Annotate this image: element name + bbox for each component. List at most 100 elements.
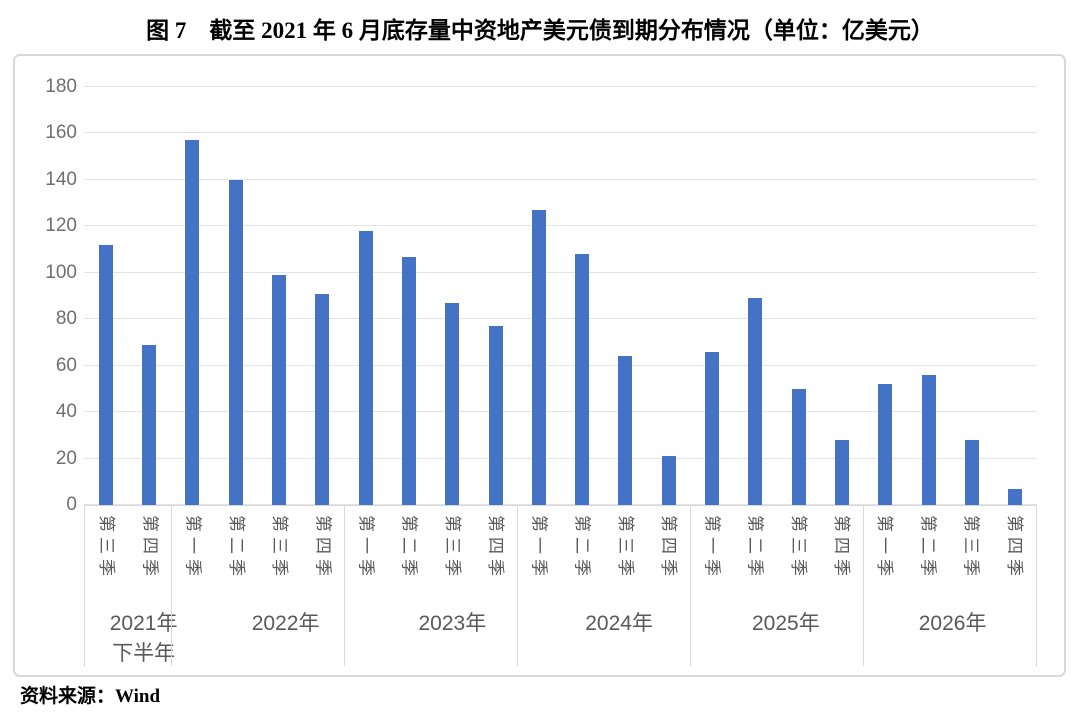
bar-group-2026年 [864,87,1037,505]
quarter-label: 第一季 [183,515,203,581]
quarter-slot: 第三季 [604,506,647,606]
bar-2025年-q4 [835,439,850,505]
quarter-label: 第一季 [702,515,722,581]
gridline-140 [84,178,1037,180]
y-axis-ticks: 0 20 40 60 80 100 120 140 160 180 [25,76,77,515]
bar-2024年-q4 [661,456,676,505]
year-label: 2024年 [585,609,653,639]
year-label: 2022年 [252,609,320,639]
quarter-label: 第一季 [875,515,895,581]
gridline-80 [84,318,1037,320]
quarter-label-row: 第三季 第四季 第一季 第二季 第三季 第四季 第一季 第二季 第三季 第四季 第一季 第二季 第三季第… [85,506,1036,606]
quarter-slot: 第一季 [171,506,214,606]
year-group-label-2024年: 2024年 [536,606,703,668]
bar-2025年-q1 [705,351,720,505]
bar-slot [690,87,733,505]
y-tick-label: 140 [45,168,77,190]
bar-slot [387,87,430,505]
quarter-slot: 第二季 [906,506,949,606]
gridline-180 [84,86,1037,87]
quarter-label: 第一季 [356,515,376,581]
quarter-label: 第二季 [399,515,419,581]
gridline-100 [84,271,1037,273]
year-label-line: 2024年 [585,612,653,635]
quarter-slot: 第三季 [85,506,128,606]
bar-slot [257,87,300,505]
year-label-line: 下半年 [112,642,176,665]
y-tick-label: 120 [45,215,77,237]
year-label-line: 2022年 [251,612,320,635]
bar-slot [907,87,950,505]
bar-2026年-q2 [921,374,936,505]
quarter-group-2025年: 第一季 第二季 第三季 第四季 [690,506,863,606]
quarter-slot: 第四季 [820,506,863,606]
quarter-label: 第三季 [615,515,635,581]
y-tick-label: 20 [55,447,77,469]
quarter-slot: 第四季 [993,506,1036,606]
bar-slot [864,87,907,505]
bar-2023年-q2 [401,256,416,505]
year-label-line: 2025年 [752,612,820,635]
quarter-label: 第四季 [1004,515,1024,581]
year-group-label-2021年: 2021年 下半年 [85,606,202,668]
bar-2025年-q3 [791,388,806,505]
bar-2026年-q1 [878,384,893,505]
year-label: 2025年 [752,609,820,639]
y-tick-label: 160 [45,122,77,144]
quarter-slot: 第一季 [690,506,733,606]
year-label: 2026年 [919,609,987,639]
quarter-group-2022年: 第一季 第二季 第三季 第四季 [171,506,344,606]
bar-2021年-q1 [98,244,113,505]
chart-area: 0 20 40 60 80 100 120 140 160 180 第三季 第四季 第一季 第二季 第三季… [13,54,1066,677]
quarter-group-2023年: 第一季 第二季 第三季 第四季 [344,506,517,606]
quarter-slot: 第三季 [431,506,474,606]
quarter-label: 第四季 [486,515,506,581]
year-group-label-2026年: 2026年 [869,606,1036,668]
plot-area [84,86,1037,505]
bar-slot [647,87,690,505]
quarter-group-2024年: 第一季 第二季 第三季 第四季 [517,506,690,606]
quarter-slot: 第四季 [647,506,690,606]
gridline-20 [84,457,1037,459]
quarter-label: 第二季 [745,515,765,581]
year-label: 2021年 下半年 [110,609,178,669]
quarter-slot: 第四季 [128,506,171,606]
quarter-label: 第四季 [140,515,160,581]
gridline-120 [84,225,1037,227]
bar-slot [344,87,387,505]
group-separator [517,506,519,666]
bar-series [84,87,1037,505]
quarter-label: 第三季 [442,515,462,581]
year-label-line: 2026年 [918,612,987,635]
group-separator [863,506,865,666]
bar-slot [734,87,777,505]
bar-slot [517,87,560,505]
group-separator [690,506,692,666]
gridline-40 [84,411,1037,413]
gridline-0 [84,504,1037,505]
bar-2022年-q1 [185,140,200,505]
quarter-label: 第二季 [572,515,592,581]
bar-slot [84,87,127,505]
bar-group-2025年 [690,87,863,505]
bar-2024年-q2 [575,254,590,505]
quarter-label: 第二季 [226,515,246,581]
y-tick-label: 60 [55,354,77,376]
bar-slot [301,87,344,505]
bar-group-2023年 [344,87,517,505]
quarter-label: 第三季 [788,515,808,581]
quarter-label: 第三季 [270,515,290,581]
bar-group-2024年 [517,87,690,505]
bar-2021年-q2 [141,344,156,505]
year-label-row: 2021年 下半年 2022年 2023年 2024年 2025年 2026年 [85,606,1036,668]
bar-slot [820,87,863,505]
quarter-label: 第三季 [961,515,981,581]
y-tick-label: 180 [45,76,77,97]
quarter-slot: 第三季 [258,506,301,606]
y-tick-label: 100 [45,261,77,283]
quarter-slot: 第三季 [950,506,993,606]
quarter-slot: 第二季 [215,506,258,606]
bar-2022年-q3 [271,275,286,505]
source-note: 资料来源：Wind [20,686,161,707]
bar-2022年-q2 [228,179,243,505]
